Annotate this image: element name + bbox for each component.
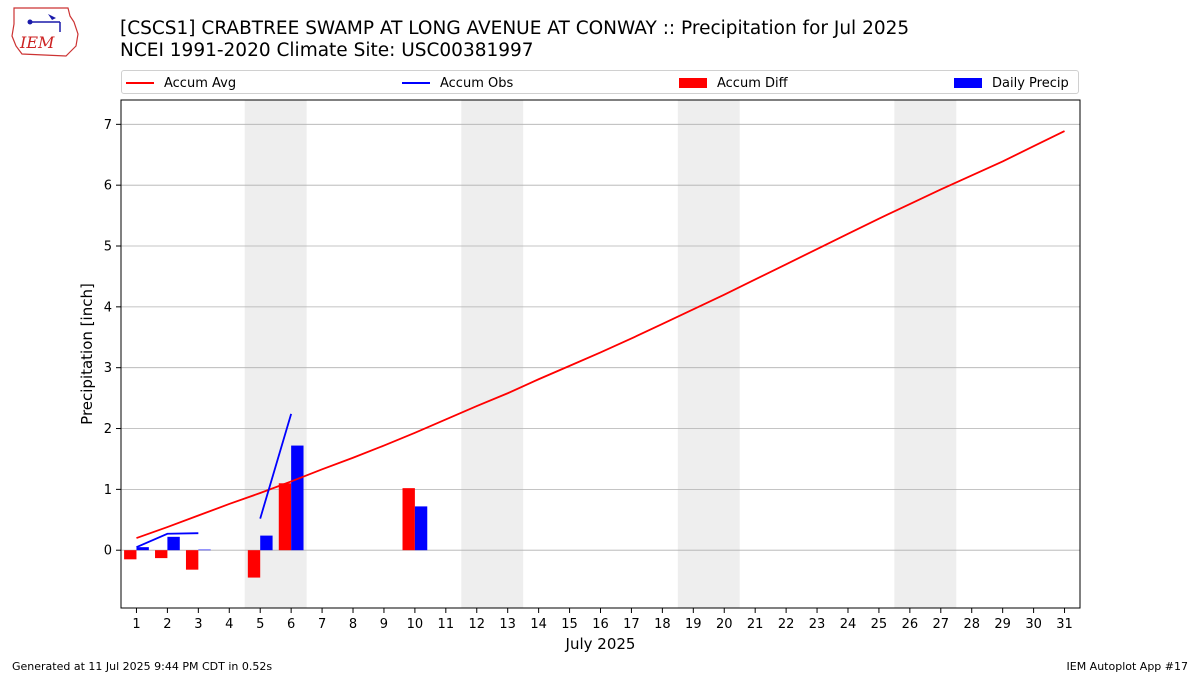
daily-precip-bar-day-1: [136, 547, 149, 551]
accum-diff-bar-day-10: [402, 488, 415, 551]
y-tick-label-0: 0: [104, 544, 112, 559]
x-tick-label-23: 23: [809, 617, 826, 632]
x-tick-label-27: 27: [933, 617, 950, 632]
accum-diff-bar-day-2: [155, 550, 168, 559]
accum-diff-bar-day-3: [185, 550, 199, 570]
daily-precip-bar-day-5: [260, 535, 273, 551]
x-tick-label-21: 21: [747, 617, 764, 632]
weekend-band-3: [677, 100, 740, 608]
x-tick-label-30: 30: [1025, 617, 1042, 632]
chart-title: [CSCS1] CRABTREE SWAMP AT LONG AVENUE AT…: [120, 18, 909, 62]
y-tick-label-1: 1: [104, 483, 112, 498]
x-tick-label-7: 7: [318, 617, 326, 632]
x-tick-label-31: 31: [1056, 617, 1073, 632]
x-tick-label-18: 18: [654, 617, 671, 632]
accum-obs-line-segment-2: [259, 413, 293, 519]
x-tick-label-1: 1: [132, 617, 140, 632]
x-tick-label-15: 15: [561, 617, 578, 632]
accum-obs-line-segment-1: [136, 532, 199, 548]
chart-legend: Accum Avg Accum Obs Accum Diff Daily Pre…: [121, 70, 1079, 94]
chart-title-line2: NCEI 1991-2020 Climate Site: USC00381997: [120, 40, 534, 61]
legend-swatch-accum-avg: [126, 82, 154, 84]
x-tick-label-3: 3: [194, 617, 202, 632]
x-tick-label-22: 22: [778, 617, 795, 632]
x-tick-label-26: 26: [902, 617, 919, 632]
x-tick-label-24: 24: [840, 617, 857, 632]
x-tick-label-6: 6: [287, 617, 295, 632]
x-tick-label-11: 11: [438, 617, 455, 632]
x-tick-label-14: 14: [530, 617, 547, 632]
x-tick-label-17: 17: [623, 617, 640, 632]
logo-text: IEM: [19, 33, 55, 52]
legend-label-accum-obs: Accum Obs: [440, 75, 514, 91]
x-axis-label: July 2025: [565, 635, 636, 653]
x-tick-label-19: 19: [685, 617, 702, 632]
x-tick-label-2: 2: [163, 617, 171, 632]
daily-precip-bar-day-6: [291, 445, 304, 551]
y-axis-label: Precipitation [inch]: [78, 283, 96, 425]
x-tick-label-28: 28: [963, 617, 980, 632]
y-tick-label-2: 2: [104, 422, 112, 437]
x-tick-label-25: 25: [871, 617, 888, 632]
accum-diff-bar-day-6: [278, 483, 292, 551]
legend-swatch-accum-diff: [679, 78, 707, 88]
iem-logo: IEM: [11, 7, 79, 57]
y-tick-label-4: 4: [104, 300, 112, 315]
weekend-band-2: [461, 100, 524, 608]
x-tick-label-20: 20: [716, 617, 733, 632]
y-tick-label-7: 7: [104, 118, 112, 133]
legend-label-accum-diff: Accum Diff: [717, 75, 788, 91]
accum-avg-line: [136, 130, 1065, 539]
legend-label-daily-precip: Daily Precip: [992, 75, 1069, 91]
y-tick-label-3: 3: [104, 361, 112, 376]
x-tick-label-10: 10: [407, 617, 424, 632]
daily-precip-bar-day-10: [414, 506, 428, 551]
x-tick-label-12: 12: [468, 617, 485, 632]
daily-precip-bar-day-2: [167, 536, 180, 551]
legend-item-daily-precip: Daily Precip: [954, 71, 1069, 95]
x-tick-label-29: 29: [994, 617, 1011, 632]
chart-title-line1: [CSCS1] CRABTREE SWAMP AT LONG AVENUE AT…: [120, 18, 910, 39]
y-tick-label-5: 5: [104, 240, 112, 255]
x-tick-label-13: 13: [499, 617, 516, 632]
weekend-band-4: [894, 100, 957, 608]
daily-precip-bar-day-3: [198, 549, 211, 551]
accum-diff-bar-day-1: [124, 550, 137, 560]
legend-item-accum-avg: Accum Avg: [126, 71, 236, 95]
x-tick-label-4: 4: [225, 617, 233, 632]
legend-label-accum-avg: Accum Avg: [164, 75, 237, 91]
x-tick-label-8: 8: [349, 617, 357, 632]
generated-timestamp: Generated at 11 Jul 2025 9:44 PM CDT in …: [12, 660, 273, 673]
legend-swatch-accum-obs: [402, 82, 430, 84]
accum-diff-bar-day-5: [247, 550, 261, 578]
autoplot-app-label: IEM Autoplot App #17: [1066, 660, 1189, 673]
y-tick-label-6: 6: [104, 179, 112, 194]
x-tick-label-16: 16: [592, 617, 609, 632]
legend-item-accum-diff: Accum Diff: [679, 71, 788, 95]
legend-item-accum-obs: Accum Obs: [402, 71, 513, 95]
x-tick-label-9: 9: [380, 617, 388, 632]
x-tick-label-5: 5: [256, 617, 264, 632]
legend-swatch-daily-precip: [954, 78, 982, 88]
